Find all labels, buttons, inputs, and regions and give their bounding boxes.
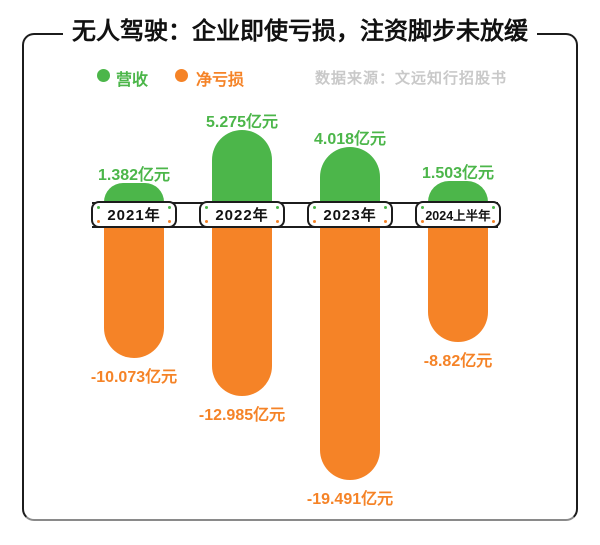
loss-bar-2022 <box>212 228 272 396</box>
loss-bar-2024h1 <box>428 228 488 342</box>
year-label-2021: 2021年 <box>91 201 177 228</box>
loss-value-2023: -19.491亿元 <box>306 491 394 508</box>
revenue-legend-dot-icon <box>97 69 110 82</box>
pill-corner-dot <box>384 220 387 223</box>
loss-legend-dot-icon <box>175 69 188 82</box>
loss-value-2024h1: -8.82亿元 <box>423 353 493 370</box>
revenue-bar-2024h1 <box>428 181 488 202</box>
year-label-text: 2024上半年 <box>425 209 491 223</box>
pill-corner-dot <box>313 220 316 223</box>
pill-corner-dot <box>168 220 171 223</box>
revenue-bar-2022 <box>212 130 272 202</box>
chart-title: 无人驾驶：企业即使亏损，注资脚步未放缓 <box>63 15 537 49</box>
pill-corner-dot <box>168 206 171 209</box>
pill-corner-dot <box>205 206 208 209</box>
pill-corner-dot <box>421 206 424 209</box>
revenue-value-2024h1: 1.503亿元 <box>421 165 495 182</box>
pill-corner-dot <box>205 220 208 223</box>
year-label-text: 2021年 <box>107 207 161 224</box>
pill-corner-dot <box>492 206 495 209</box>
data-source: 数据来源：文远知行招股书 <box>315 70 508 87</box>
pill-corner-dot <box>276 206 279 209</box>
loss-legend-label: 净亏损 <box>196 72 245 89</box>
loss-value-2021: -10.073亿元 <box>90 369 178 386</box>
year-label-2022: 2022年 <box>199 201 285 228</box>
pill-corner-dot <box>276 220 279 223</box>
year-label-text: 2022年 <box>215 207 269 224</box>
loss-bar-2021 <box>104 228 164 358</box>
pill-corner-dot <box>97 206 100 209</box>
revenue-value-2022: 5.275亿元 <box>205 114 279 131</box>
year-label-2024h1: 2024上半年 <box>415 201 501 228</box>
revenue-value-2023: 4.018亿元 <box>313 131 387 148</box>
pill-corner-dot <box>313 206 316 209</box>
year-label-text: 2023年 <box>323 207 377 224</box>
pill-corner-dot <box>384 206 387 209</box>
year-label-2023: 2023年 <box>307 201 393 228</box>
revenue-bar-2021 <box>104 183 164 202</box>
pill-corner-dot <box>421 220 424 223</box>
loss-bar-2023 <box>320 228 380 480</box>
loss-value-2022: -12.985亿元 <box>198 407 286 424</box>
revenue-bar-2023 <box>320 147 380 202</box>
pill-corner-dot <box>97 220 100 223</box>
revenue-value-2021: 1.382亿元 <box>97 167 171 184</box>
revenue-legend-label: 营收 <box>116 72 149 89</box>
pill-corner-dot <box>492 220 495 223</box>
